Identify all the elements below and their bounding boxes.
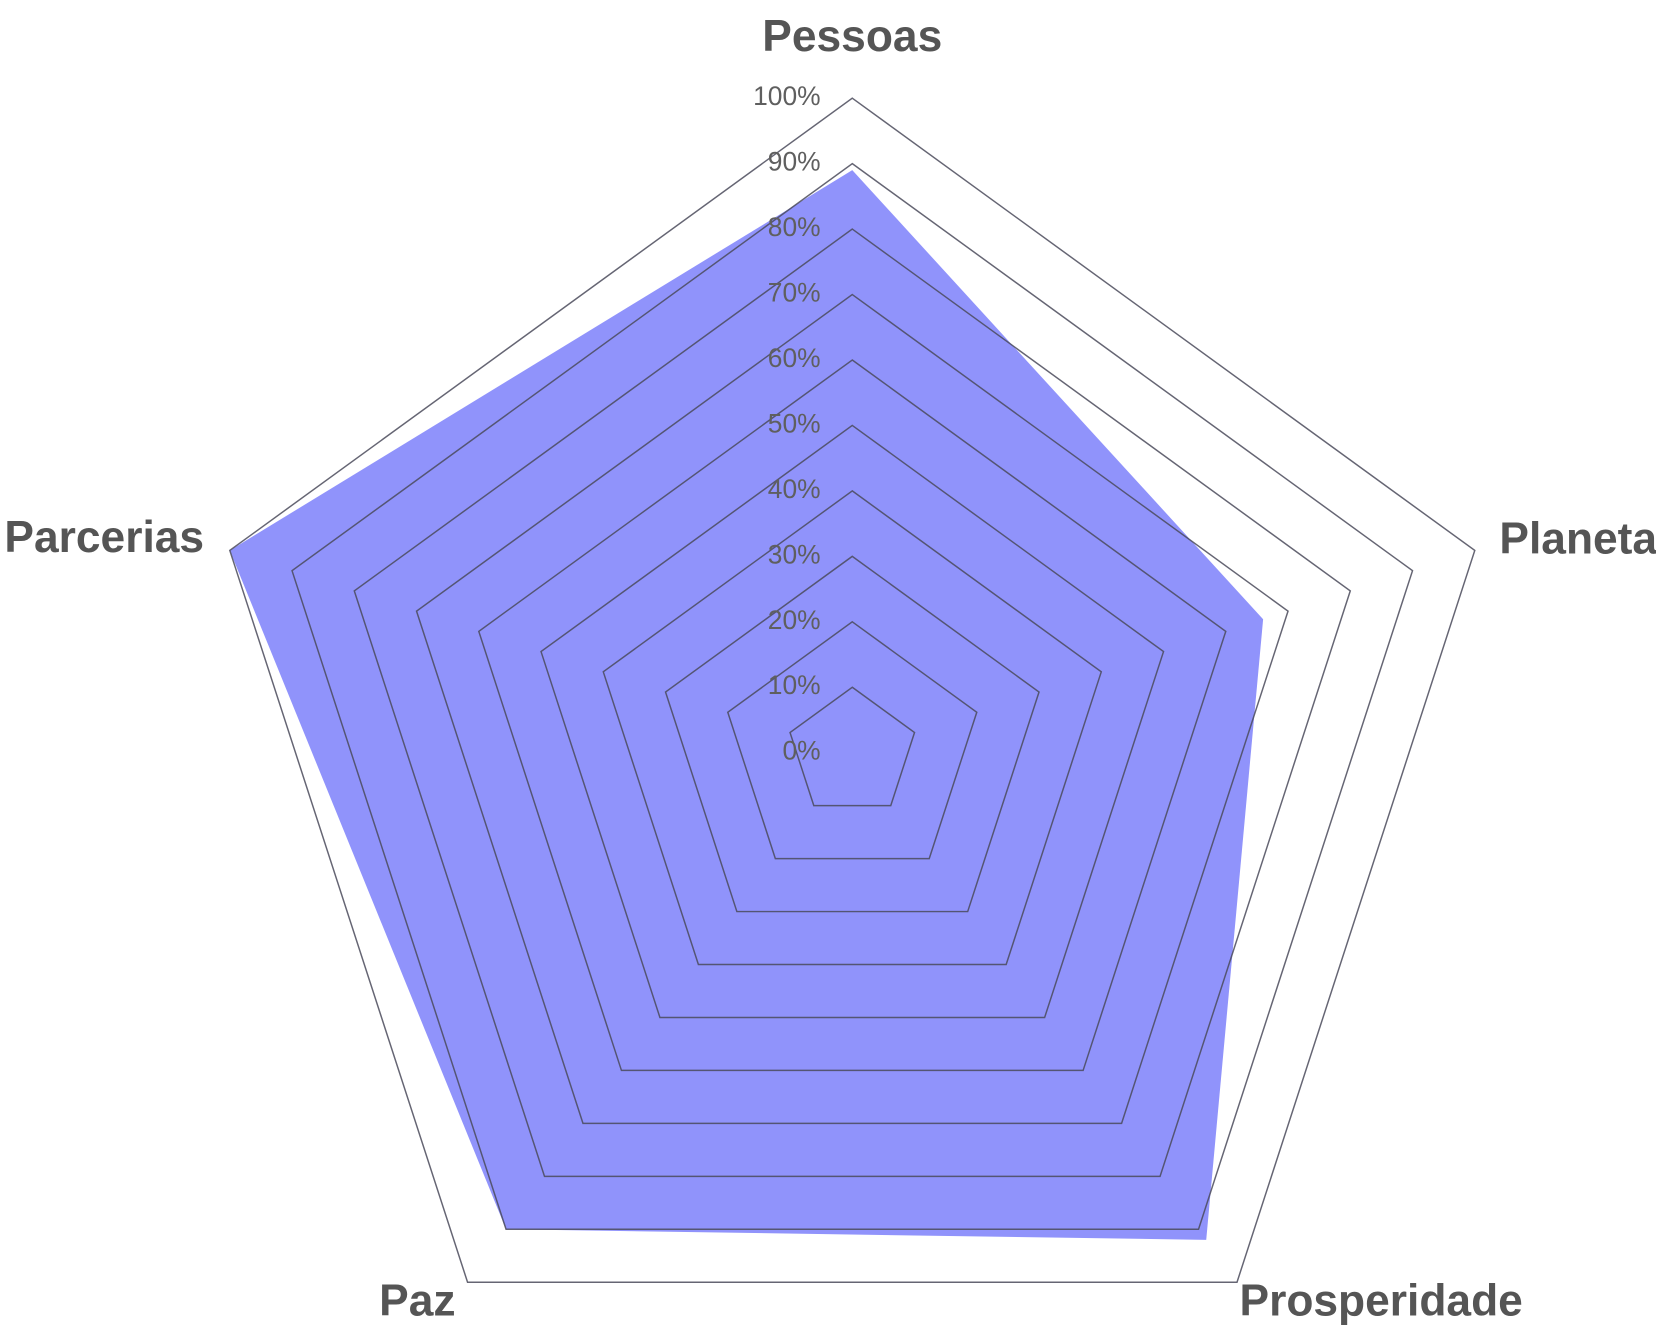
grid-ring — [477, 359, 1227, 1072]
tick-label: 10% — [768, 670, 821, 700]
tick-label: 100% — [753, 81, 820, 111]
grid-ring — [228, 97, 1476, 1283]
tick-label: 0% — [782, 736, 820, 766]
axis-label: Parcerias — [4, 513, 204, 562]
grid-ring — [726, 620, 978, 860]
axis-label: Prosperidade — [1240, 1276, 1523, 1325]
axis-label: Pessoas — [762, 12, 942, 61]
grid-ring — [415, 293, 1289, 1125]
grid-ring — [540, 424, 1165, 1019]
grid-ring — [789, 686, 916, 807]
tick-label: 40% — [768, 474, 821, 504]
tick-label: 90% — [768, 147, 821, 177]
grid-ring — [291, 162, 1414, 1231]
axis-label: Planeta — [1499, 514, 1656, 563]
data-area — [229, 170, 1264, 1240]
tick-label: 60% — [768, 343, 821, 373]
tick-label: 50% — [768, 408, 821, 438]
grid-ring — [602, 489, 1103, 966]
tick-label: 20% — [768, 605, 821, 635]
axis-label: Paz — [379, 1276, 455, 1325]
tick-label: 70% — [768, 278, 821, 308]
grid-ring — [353, 228, 1352, 1178]
grid-ring — [664, 555, 1040, 913]
tick-label: 80% — [768, 212, 821, 242]
tick-label: 30% — [768, 539, 821, 569]
